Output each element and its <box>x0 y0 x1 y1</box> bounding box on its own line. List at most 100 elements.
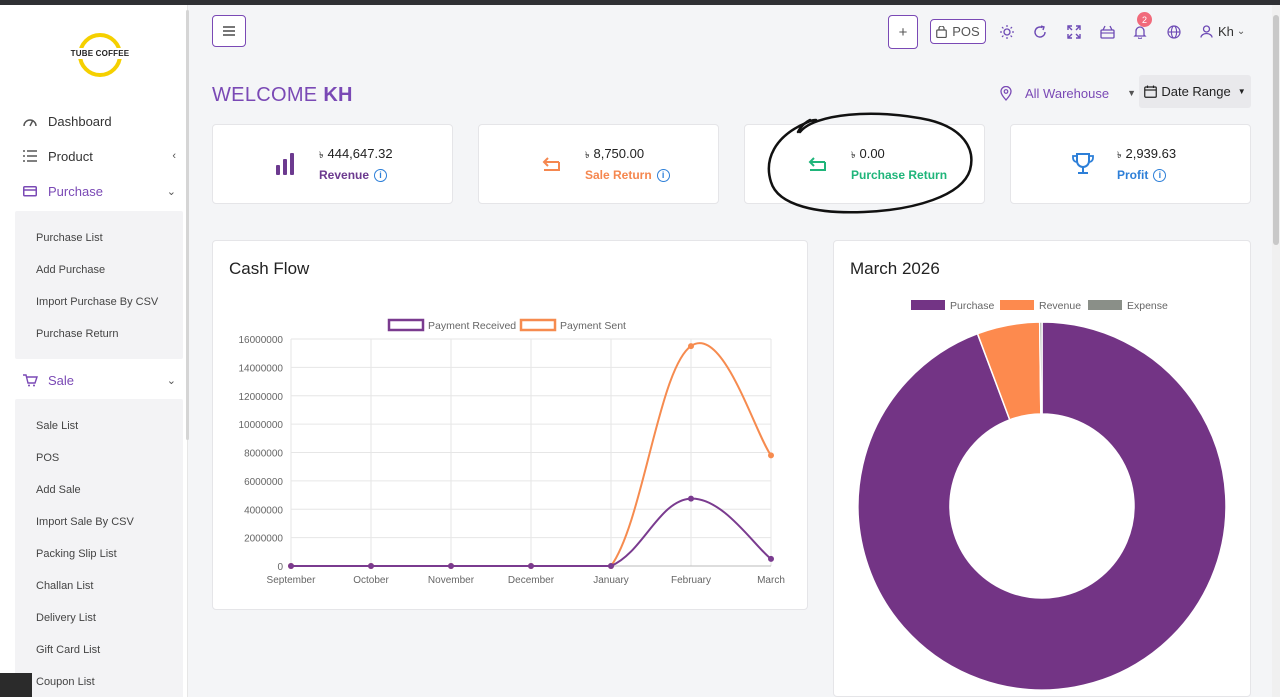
stat-label-text: Revenue <box>319 168 370 182</box>
welcome-title: WELCOME KH <box>212 84 353 107</box>
stat-amount: ৳ 2,939.63 <box>1117 146 1176 163</box>
submenu-item[interactable]: Import Sale By CSV <box>36 516 134 528</box>
submenu-item[interactable]: Sale List <box>36 420 79 432</box>
sidebar: TUBE COFFEE Dashboard Product ‹ Purchase… <box>0 5 188 697</box>
chevron-down-icon: ⌄ <box>166 185 176 198</box>
submenu-item[interactable]: Import Purchase By CSV <box>36 296 159 308</box>
stat-card-revenue[interactable]: ৳ 444,647.32 Revenue i <box>212 124 453 204</box>
data-point <box>528 563 534 569</box>
sidebar-item-label: Purchase <box>48 183 103 199</box>
donut-title: March 2026 <box>850 259 940 278</box>
sun-icon[interactable] <box>999 24 1015 40</box>
x-tick-label: December <box>508 575 555 586</box>
bag-icon <box>936 25 948 38</box>
bar-chart-icon <box>276 153 294 175</box>
info-icon[interactable]: i <box>656 168 670 182</box>
return-icon <box>542 157 560 171</box>
submenu-item[interactable]: Purchase Return <box>36 328 119 340</box>
gauge-icon <box>22 113 38 129</box>
y-tick-label: 12000000 <box>239 392 284 403</box>
y-tick-label: 16000000 <box>239 335 284 346</box>
sidebar-item-label: Dashboard <box>48 113 112 129</box>
page-scrollbar[interactable] <box>1272 5 1280 697</box>
submenu-item[interactable]: Packing Slip List <box>36 548 117 560</box>
warehouse-value: All Warehouse <box>1025 85 1110 101</box>
submenu-item[interactable]: Challan List <box>36 580 94 592</box>
sidebar-item-sale[interactable]: Sale ⌄ <box>0 365 187 395</box>
stat-card-profit[interactable]: ৳ 2,939.63 Profit i <box>1010 124 1251 204</box>
return-icon <box>808 157 826 171</box>
submenu-item[interactable]: Purchase List <box>36 232 103 244</box>
pos-button[interactable]: POS <box>930 19 986 44</box>
info-icon[interactable]: i <box>374 168 388 182</box>
y-tick-label: 4000000 <box>244 505 283 516</box>
legend-swatch <box>911 300 945 310</box>
debug-toolbar-icon[interactable] <box>0 673 32 697</box>
bell-icon[interactable] <box>1132 24 1148 40</box>
basket-icon[interactable] <box>1099 24 1115 40</box>
stat-label-text: Purchase Return <box>851 168 948 182</box>
fullscreen-icon[interactable] <box>1066 24 1082 40</box>
scrollbar-thumb[interactable] <box>1273 15 1279 245</box>
list-icon <box>22 148 38 164</box>
warehouse-select[interactable]: All Warehouse ▼ <box>1000 82 1136 104</box>
welcome-prefix: WELCOME <box>212 84 318 106</box>
stat-value: 444,647.32 <box>327 146 393 161</box>
cart-icon <box>22 372 38 388</box>
globe-icon[interactable] <box>1166 24 1182 40</box>
stat-value: 8,750.00 <box>593 146 645 161</box>
date-range-button[interactable]: Date Range ▼ <box>1139 75 1251 108</box>
donut-chart: Purchase Revenue Expense <box>857 300 1227 691</box>
submenu-item[interactable]: POS <box>36 452 60 464</box>
donut-slice <box>857 321 1227 691</box>
user-menu[interactable]: Kh ⌄ <box>1200 24 1245 39</box>
submenu-item[interactable]: Coupon List <box>36 676 95 688</box>
stat-amount: ৳ 0.00 <box>851 146 885 163</box>
location-pin-icon <box>1000 85 1012 101</box>
stat-label: Purchase Return <box>851 168 947 182</box>
currency-symbol: ৳ <box>585 150 590 160</box>
legend-swatch <box>1088 300 1122 310</box>
legend-label: Expense <box>1127 300 1168 312</box>
menu-toggle-button[interactable] <box>212 15 246 47</box>
cash-flow-panel: Cash Flow <box>212 240 808 610</box>
stat-amount: ৳ 8,750.00 <box>585 146 644 163</box>
submenu-item[interactable]: Gift Card List <box>36 644 101 656</box>
submenu-item[interactable]: Add Purchase <box>36 264 106 276</box>
sidebar-item-purchase[interactable]: Purchase ⌄ <box>0 176 187 206</box>
trophy-icon <box>1072 153 1094 174</box>
sidebar-item-label: Sale <box>48 372 75 388</box>
data-point <box>688 343 694 350</box>
refresh-icon[interactable] <box>1032 24 1048 40</box>
y-tick-label: 14000000 <box>239 363 284 374</box>
x-tick-label: January <box>593 575 629 586</box>
data-point <box>608 563 614 569</box>
purchase-submenu: Purchase List Add Purchase Import Purcha… <box>15 211 183 359</box>
hamburger-icon <box>223 26 235 36</box>
donut-slice <box>1038 321 1043 415</box>
currency-symbol: ৳ <box>1117 150 1122 160</box>
hand-drawn-circle-annotation <box>767 112 973 214</box>
sidebar-item-label: Product <box>48 148 93 164</box>
data-point <box>688 495 694 502</box>
info-icon[interactable]: i <box>1153 168 1167 182</box>
cash-flow-chart: 0 2000000 4000000 6000000 8000000 10000000 120… <box>239 318 785 586</box>
stat-card-sale-return[interactable]: ৳ 8,750.00 Sale Return i <box>478 124 719 204</box>
currency-symbol: ৳ <box>851 150 856 160</box>
y-tick-label: 6000000 <box>244 477 283 488</box>
legend-swatch <box>519 318 557 332</box>
add-button[interactable]: + <box>888 15 918 49</box>
submenu-item[interactable]: Add Sale <box>36 484 81 496</box>
legend-swatch <box>1000 300 1034 310</box>
data-point <box>288 563 294 569</box>
card-icon <box>22 183 38 199</box>
sidebar-item-product[interactable]: Product ‹ <box>0 141 187 171</box>
stat-amount: ৳ 444,647.32 <box>319 146 393 163</box>
y-tick-label: 8000000 <box>244 449 283 460</box>
sidebar-scrollbar[interactable] <box>186 10 189 440</box>
brand-logo[interactable]: TUBE COFFEE <box>66 33 134 77</box>
sidebar-item-dashboard[interactable]: Dashboard <box>0 106 187 136</box>
data-point <box>448 563 454 569</box>
x-tick-label: February <box>671 575 711 586</box>
submenu-item[interactable]: Delivery List <box>36 612 96 624</box>
